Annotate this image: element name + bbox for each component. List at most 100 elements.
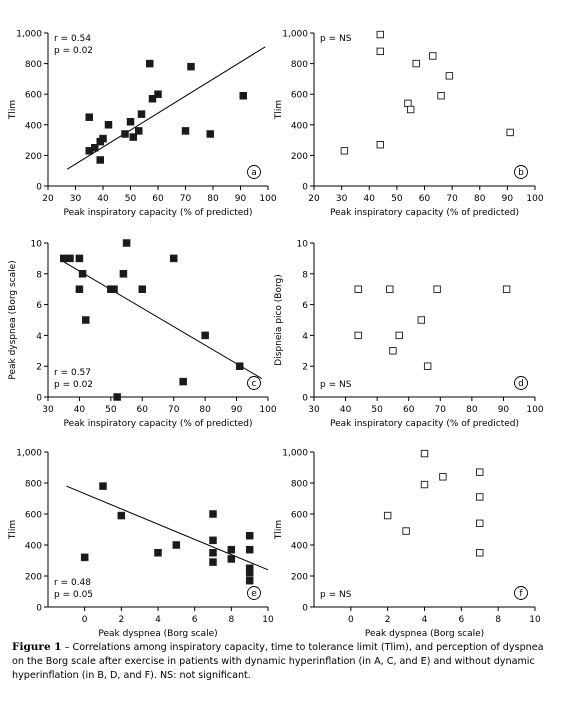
data-point [181,127,190,135]
x-tick-label: 30 [336,194,348,204]
data-point [99,134,107,143]
data-point [429,52,437,60]
data-point [117,511,126,520]
data-point [404,99,412,108]
data-point [423,362,432,370]
y-tick-label: 2 [302,363,308,373]
x-tick-label: 80 [207,194,219,204]
panel-letter: b [518,168,524,178]
y-tick-label: 600 [291,511,308,521]
panel-c: 0 2 4 6 8 10 30 40 50 60 70 80 90 100 Peak inspiratory… [8,239,277,429]
x-tick-label: 60 [403,405,415,415]
x-tick-label: 20 [42,194,54,204]
x-tick-label: 30 [42,405,54,415]
y-tick-label: 0 [36,183,42,193]
x-tick-label: 2 [385,615,391,625]
y-tick-label: 8 [302,270,308,280]
data-point [383,511,392,520]
stat-label: r = 0.54 [54,34,91,44]
x-axis-label: Peak inspiratory capacity (% of predicte… [330,419,519,429]
y-tick-label: 800 [25,480,42,490]
data-point [386,285,394,293]
y-axis-label: Peak dyspnea (Borg scale) [8,260,18,379]
stat-label: p = 0.02 [54,380,93,390]
panel-letter-circle [247,165,261,179]
panel-letter: f [519,589,523,599]
x-tick-label: 70 [435,405,447,415]
data-point [476,549,484,557]
x-tick-label: 2 [118,615,124,625]
x-tick-label: 50 [391,194,403,204]
y-tick-label: 600 [25,91,42,101]
x-tick-label: 50 [125,194,137,204]
data-point [201,331,209,340]
y-tick-label: 400 [25,542,42,552]
y-tick-label: 200 [291,573,308,583]
regression-line [66,485,269,571]
data-point [135,127,143,135]
stat-label: p = NS [320,380,352,390]
x-tick-label: 0 [82,615,88,625]
x-tick-label: 50 [371,405,383,415]
y-tick-label: 1,000 [16,449,42,459]
data-point [439,473,447,481]
x-tick-label: 100 [526,194,543,204]
y-tick-label: 6 [302,301,308,311]
y-tick-label: 600 [25,511,42,521]
y-tick-label: 0 [302,604,308,614]
panel-letter: e [251,589,257,599]
data-point [389,347,397,355]
stat-label: p = NS [320,590,352,600]
y-tick-label: 400 [291,542,308,552]
data-point [75,254,84,263]
figure-caption: Figure 1 – Correlations among inspirator… [12,640,557,683]
data-point [395,331,403,340]
y-tick-label: 4 [302,332,308,342]
y-axis-label: Tlim [8,520,18,540]
data-point [66,254,74,263]
data-point [502,285,511,293]
data-point [91,144,99,152]
x-tick-label: 4 [422,615,428,625]
data-point [376,47,384,56]
x-tick-label: 90 [235,194,247,204]
x-axis-label: Peak inspiratory capacity (% of predicte… [330,208,519,218]
data-point [206,130,214,138]
y-tick-label: 1,000 [282,449,308,459]
x-tick-label: 70 [180,194,192,204]
x-tick-label: 90 [498,405,510,415]
panel-letter-circle [514,165,528,179]
x-tick-label: 8 [495,615,501,625]
data-point [476,493,484,501]
data-point [354,285,362,293]
data-point [148,95,157,103]
data-point [209,536,217,545]
panel-b: 0 200 400 600 800 1,000 20 30 40 50 60 70 80 90 100 Pea… [274,30,544,219]
stat-label: r = 0.48 [54,578,91,588]
x-tick-label: 0 [348,615,354,625]
data-point [81,316,90,324]
data-point [420,480,429,489]
data-point [80,553,89,562]
caption-text: – Correlations among inspiratory capacit… [12,642,544,681]
regression-line [66,46,266,170]
panel-letter-circle [247,376,261,390]
x-tick-label: 80 [466,405,478,415]
data-point [417,316,426,324]
data-point [376,30,384,39]
y-axis-label: Tlim [274,100,284,120]
stat-label: p = 0.05 [54,590,93,600]
x-tick-label: 6 [458,615,464,625]
data-point [113,393,121,401]
panel-letter-circle [514,376,528,390]
data-point [239,91,247,100]
data-point [245,576,254,585]
panel-a: 0 200 400 600 800 1,000 20 30 40 50 60 70 80 90 100 Pea… [8,30,277,219]
data-point [138,285,147,293]
x-tick-label: 90 [502,194,514,204]
data-point [209,549,217,557]
x-tick-label: 60 [419,194,431,204]
y-tick-label: 200 [25,573,42,583]
y-tick-label: 400 [25,121,42,131]
y-tick-label: 0 [36,394,42,404]
